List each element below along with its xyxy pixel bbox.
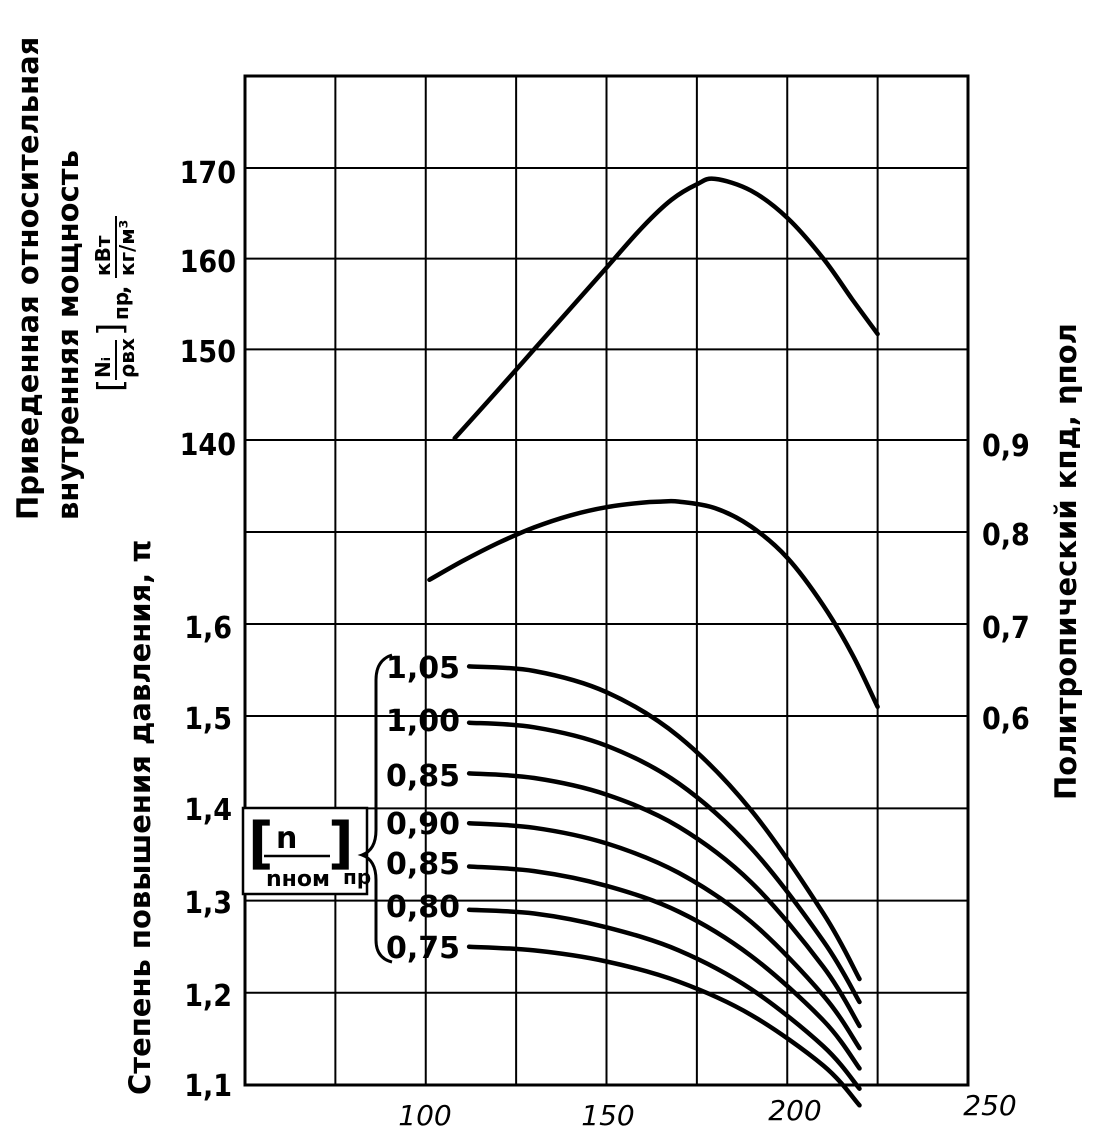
power-formula-subscript: пр	[109, 292, 133, 320]
speed-label: 0,75	[386, 931, 460, 966]
pressure-curve	[466, 907, 862, 1091]
efficiency-tick-label: 0,7	[982, 611, 1030, 646]
efficiency-tick-label: 0,8	[982, 518, 1030, 553]
pressure-curve	[466, 944, 862, 1108]
legend-subscript: пр	[343, 865, 371, 889]
power-axis-title-line2: внутренняя мощность	[51, 150, 85, 520]
pressure-tick-label: 1,2	[184, 979, 232, 1014]
curves	[427, 176, 880, 1108]
bracket-open: [	[91, 379, 131, 392]
speed-label: 1,00	[386, 704, 460, 739]
x-tick-label: 250	[963, 1089, 1016, 1122]
efficiency-tick-label: 0,6	[982, 702, 1030, 737]
speed-label: 0,85	[386, 847, 460, 882]
pressure-tick-label: 1,6	[184, 611, 232, 646]
comma: ,	[109, 286, 134, 294]
legend-fraction-denominator: nном	[266, 867, 330, 892]
x-tick-label: 150	[581, 1099, 634, 1132]
speed-label: 0,80	[386, 890, 460, 925]
pressure-curve	[466, 720, 862, 1005]
pressure-tick-label: 1,1	[184, 1069, 232, 1104]
pressure-axis: 1,6 1,5 1,4 1,3 1,2 1,1	[184, 611, 232, 1104]
bracket-close: ]	[91, 323, 131, 336]
legend-bracket-open: [	[248, 811, 274, 876]
efficiency-axis: 0,9 0,8 0,7 0,6	[982, 429, 1030, 737]
power-formula-numerator: Nᵢ	[91, 357, 115, 378]
pressure-curve	[466, 864, 862, 1071]
power-tick-label: 160	[180, 245, 236, 280]
power-tick-label: 140	[180, 428, 236, 463]
speed-label: 0,85	[386, 759, 460, 794]
legend-bracket-close: ]	[328, 811, 354, 876]
legend-fraction-numerator: n	[276, 821, 297, 856]
legend-box	[241, 806, 369, 896]
x-axis: 100 150 200 250	[398, 1089, 1016, 1132]
power-tick-label: 150	[180, 335, 236, 370]
power-formula-denominator: ρвх	[115, 338, 139, 378]
power-unit-numerator: кВт	[91, 235, 115, 276]
pressure-tick-label: 1,4	[184, 793, 232, 828]
efficiency-curve	[427, 498, 880, 710]
efficiency-axis-title: Политропический кпд, ηпол	[1049, 323, 1083, 800]
power-axis: 170 160 150 140	[180, 156, 236, 463]
speed-ratio-legend: [ n nном ] пр 1,05 1,00 0,85 0,90 0,85 0…	[241, 651, 460, 966]
pressure-curve	[466, 820, 862, 1051]
speed-label: 1,05	[386, 651, 460, 686]
pressure-curve	[466, 664, 862, 982]
efficiency-tick-label: 0,9	[982, 429, 1030, 464]
chart-grid	[243, 74, 970, 1087]
pressure-axis-title: Степень повышения давления, π	[123, 540, 157, 1095]
power-tick-label: 170	[180, 156, 236, 191]
x-tick-label: 200	[768, 1094, 821, 1127]
legend-curly-brace	[357, 653, 393, 964]
pressure-curve	[466, 771, 862, 1029]
speed-label: 0,90	[386, 807, 460, 842]
x-tick-label: 100	[398, 1099, 451, 1132]
power-curve	[452, 176, 880, 441]
pressure-tick-label: 1,5	[184, 702, 232, 737]
power-unit-denominator: кг/м³	[115, 220, 139, 276]
pressure-tick-label: 1,3	[184, 886, 232, 921]
power-axis-title: Приведенная относительная внутренняя мощ…	[11, 37, 139, 520]
power-axis-title-line1: Приведенная относительная	[11, 37, 45, 520]
